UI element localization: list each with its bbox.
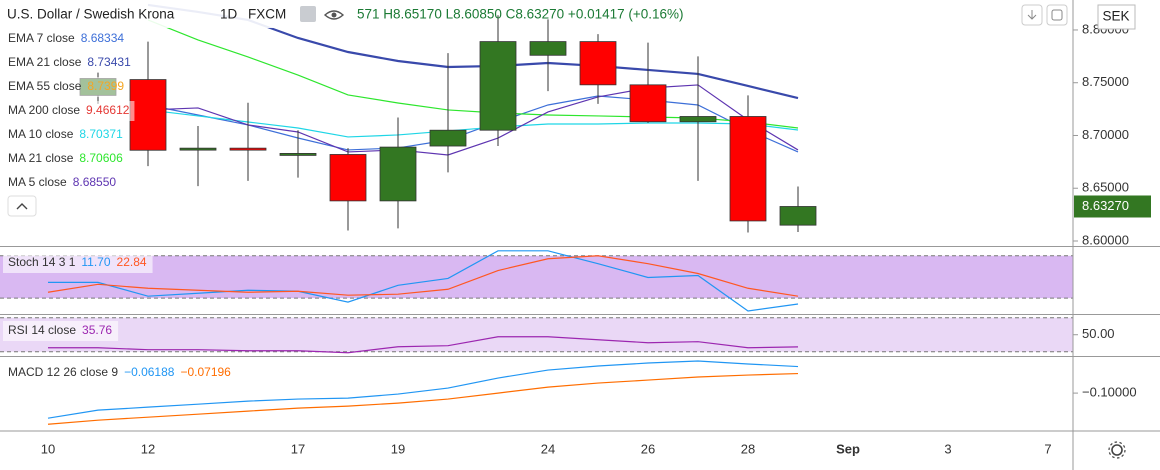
legend-value: 9.46612 (86, 103, 130, 117)
legend-bg (3, 253, 153, 273)
indicator-line (48, 336, 799, 354)
legend-value: 8.7399 (87, 79, 124, 93)
band-fill (0, 317, 1073, 352)
caret-icon (16, 203, 28, 210)
candle-body (429, 129, 467, 147)
x-tick-label: Sep (836, 441, 860, 456)
settings-icon[interactable] (1111, 444, 1123, 456)
legend-value: 8.70606 (79, 151, 123, 165)
legend-name: MA 21 close (8, 151, 74, 165)
candle-body (629, 84, 667, 123)
x-tick-label: 3 (944, 441, 951, 456)
toggle-icon[interactable] (300, 6, 316, 22)
legend-value: 8.73431 (87, 55, 131, 69)
legend-name: MA 5 close (8, 175, 67, 189)
legend-name: MA 200 close (8, 103, 80, 117)
candle-body (579, 41, 617, 86)
indicator-line (147, 84, 799, 156)
legend-name: EMA 21 close (8, 55, 82, 69)
last-price-label: 8.63270 (1082, 198, 1129, 213)
legend-bg (3, 29, 130, 49)
candle-body (529, 41, 567, 56)
legend-name: EMA 7 close (8, 31, 75, 45)
header-bg (0, 0, 395, 28)
pane (79, 3, 817, 233)
indicator-line (147, 109, 799, 138)
legend-bg (3, 101, 135, 121)
y-tick-label: 8.70000 (1082, 127, 1129, 142)
indicator-line (147, 95, 799, 153)
y-tick-label: 8.75000 (1082, 74, 1129, 89)
legend: EMA 7 close 8.68334 EMA 21 close 8.73431 EMA… (3, 29, 136, 193)
legend-value: 8.70371 (79, 127, 123, 141)
x-tick-label: 28 (741, 441, 755, 456)
candle-body (379, 146, 417, 202)
candle-body (479, 41, 517, 131)
legend-title: MACD 12 26 close 9 (8, 365, 118, 379)
legend-bg (3, 363, 237, 383)
legend-title: Stoch 14 3 1 (8, 255, 76, 269)
settings-teeth (1108, 441, 1126, 459)
candle-body (229, 147, 267, 151)
pane (47, 360, 799, 425)
panes: 8.600008.650008.700008.750008.800008.632… (0, 3, 1160, 456)
band-fill (0, 255, 1073, 299)
legend-value: 11.70 (81, 255, 110, 269)
x-tick-label: 17 (291, 441, 305, 456)
last-price-box (1074, 195, 1151, 218)
maximize-icon (1051, 9, 1063, 21)
legend-bg (3, 149, 128, 169)
currency-box[interactable] (1097, 4, 1136, 30)
y-tick-label: −0.10000 (1082, 385, 1137, 400)
x-tick-label: 26 (641, 441, 655, 456)
legend-value: 22.84 (117, 255, 147, 269)
legend-value: 8.68550 (73, 175, 117, 189)
maximize-button[interactable] (1046, 4, 1068, 26)
x-tick-label: 24 (541, 441, 555, 456)
y-tick-label: 50.00 (1082, 326, 1115, 341)
collapse-legend[interactable] (7, 195, 37, 217)
candle-body (129, 79, 167, 151)
legend-bg (3, 173, 122, 193)
quote: 571 H8.65170 L8.60850 C8.63270 +0.01417 … (357, 7, 684, 22)
candle-body (329, 154, 367, 202)
legend-bg (3, 321, 119, 341)
legend-value: −0.06188 (124, 365, 175, 379)
candle-body (779, 206, 817, 226)
symbol-title: U.S. Dollar / Swedish Krona (7, 7, 175, 22)
x-tick-label: 7 (1044, 441, 1051, 456)
legend-title: RSI 14 close (8, 323, 76, 337)
legend-bg (3, 53, 136, 73)
legend-value: 35.76 (82, 323, 112, 337)
legend-value: 8.68334 (81, 31, 125, 45)
y-tick-label: 8.65000 (1082, 180, 1129, 195)
indicator-line (47, 360, 799, 419)
source: FXCM (248, 7, 286, 22)
legend-bg (3, 77, 130, 97)
legend-name: MA 10 close (8, 127, 74, 141)
legend-bg (3, 125, 128, 145)
candle-body (179, 147, 217, 151)
pane (0, 317, 1073, 354)
candle-body (729, 116, 767, 222)
indicator-line (47, 372, 799, 425)
legend-value: −0.07196 (180, 365, 231, 379)
down-icon (1027, 10, 1037, 20)
x-tick-label: 12 (141, 441, 155, 456)
interval[interactable]: 1D (220, 7, 238, 22)
y-tick-label: 8.60000 (1082, 232, 1129, 247)
x-tick-label: 10 (41, 441, 55, 456)
indicator-line (48, 250, 799, 312)
eye-icon[interactable] (323, 10, 345, 20)
currency: SEK (1102, 9, 1129, 24)
eye-pupil (331, 12, 337, 18)
candle-body (679, 116, 717, 123)
x-tick-label: 19 (391, 441, 405, 456)
legend-name: EMA 55 close (8, 79, 82, 93)
candle-body (279, 153, 317, 156)
pane (0, 250, 1073, 312)
indicator-line (47, 255, 799, 297)
